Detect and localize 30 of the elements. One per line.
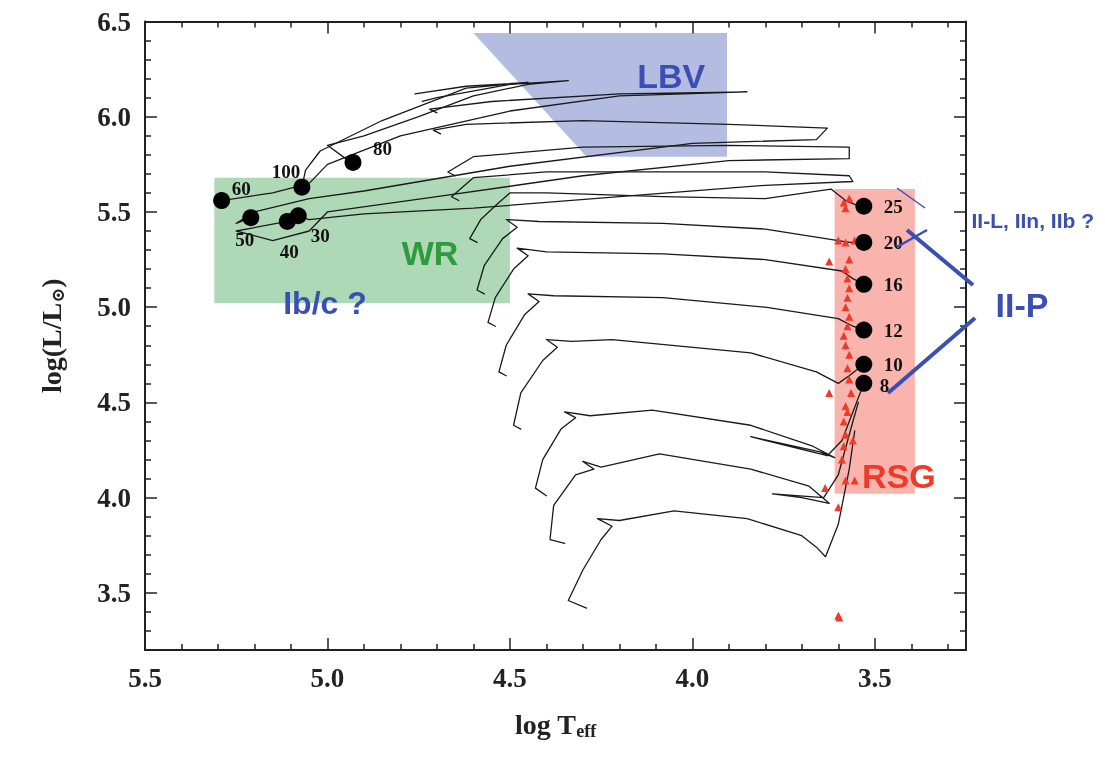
- text: II-P: [995, 286, 1049, 324]
- annotation: 30: [310, 225, 330, 247]
- x-tick-label: 4.0: [675, 662, 710, 693]
- annotation: 8: [879, 374, 890, 396]
- y-axis-title: log(L/L⊙): [35, 278, 68, 394]
- annotation: 12: [883, 319, 903, 341]
- x-tick-label: 5.0: [310, 662, 345, 693]
- annotation: 40: [279, 240, 299, 262]
- y-tick-label: 5.0: [97, 292, 131, 323]
- annotation: 100: [271, 160, 301, 182]
- annotation: 10: [883, 353, 903, 375]
- annotation: 25: [883, 195, 903, 217]
- x-tick-label: 4.5: [493, 662, 527, 693]
- y-tick-label: 6.5: [97, 6, 131, 37]
- series-label: LBV: [637, 57, 706, 96]
- y-tick-label: 6.0: [97, 101, 131, 132]
- annotation: 50: [235, 229, 255, 251]
- text: II-L, IIn, IIb ?: [971, 208, 1094, 232]
- y-tick-label: 5.5: [97, 196, 131, 227]
- annotation: 80: [372, 137, 392, 159]
- annotation: Ib/c ?: [283, 285, 367, 321]
- y-tick-label: 3.5: [97, 577, 131, 608]
- x-tick-label: 5.5: [128, 662, 162, 693]
- x-tick-label: 3.5: [857, 662, 892, 693]
- y-tick-label: 4.5: [97, 387, 131, 418]
- annotation: 16: [883, 273, 903, 295]
- annotation: 20: [883, 231, 903, 253]
- y-tick-label: 4.0: [97, 482, 131, 513]
- series-label: WR: [401, 234, 459, 273]
- annotation: 60: [231, 178, 251, 200]
